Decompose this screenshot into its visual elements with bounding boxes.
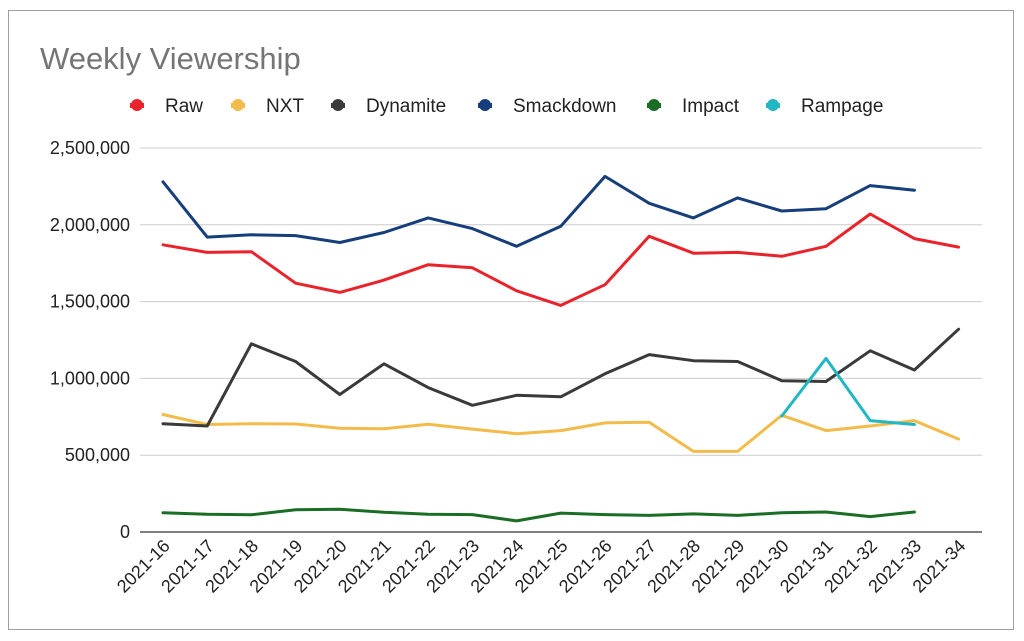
chart-frame: [8, 10, 1014, 630]
series-lines: [161, 174, 961, 523]
legend-swatch-bar: [766, 103, 780, 108]
series-line-dynamite: [161, 327, 961, 428]
legend-label-dynamite: Dynamite: [366, 96, 446, 117]
legend-swatch-bar: [231, 103, 245, 108]
series-line-rampage: [780, 356, 916, 426]
legend-swatch-bar: [647, 103, 661, 108]
y-tick-label: 500,000: [65, 445, 130, 465]
legend: Raw NXT Dynamite Smackdown Impact Rampage: [130, 96, 883, 117]
legend-label-raw: Raw: [165, 96, 203, 117]
x-axis-ticks: 2021-162021-172021-182021-192021-202021-…: [113, 536, 969, 597]
chart-title: Weekly Viewership: [40, 41, 301, 76]
legend-label-nxt: NXT: [266, 96, 304, 117]
y-tick-label: 2,000,000: [50, 215, 130, 235]
y-axis-ticks: 0 500,000 1,000,000 1,500,000 2,000,000 2,500…: [50, 138, 130, 542]
series-line-raw: [161, 212, 961, 307]
gridlines: [140, 147, 982, 533]
legend-label-impact: Impact: [682, 96, 740, 117]
legend-label-rampage: Rampage: [801, 96, 883, 117]
legend-swatch-bar: [331, 103, 345, 108]
series-line-nxt: [161, 413, 961, 453]
y-tick-label: 1,500,000: [50, 292, 130, 312]
series-line-smackdown: [161, 174, 916, 248]
y-tick-label: 1,000,000: [50, 368, 130, 388]
legend-label-smackdown: Smackdown: [513, 96, 617, 117]
y-tick-label: 0: [120, 522, 130, 542]
series-line-impact: [161, 507, 916, 523]
legend-swatch-bar: [130, 103, 144, 108]
legend-swatch-bar: [478, 103, 492, 108]
y-tick-label: 2,500,000: [50, 138, 130, 158]
